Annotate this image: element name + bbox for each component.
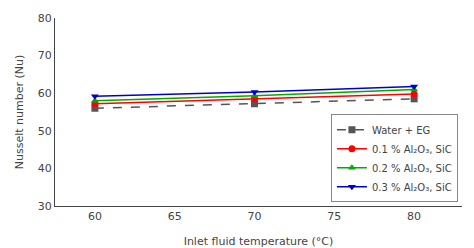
svg-text:70: 70 <box>248 210 262 223</box>
svg-text:Water + EG: Water + EG <box>372 125 430 136</box>
svg-text:40: 40 <box>38 162 52 175</box>
svg-text:Nusselt number (Nu): Nusselt number (Nu) <box>13 55 26 170</box>
svg-text:65: 65 <box>168 210 182 223</box>
svg-text:0.2 % Al₂O₃, SiC: 0.2 % Al₂O₃, SiC <box>372 163 452 174</box>
svg-text:75: 75 <box>327 210 341 223</box>
svg-text:70: 70 <box>38 49 52 62</box>
svg-text:0.3 % Al₂O₃, SiC: 0.3 % Al₂O₃, SiC <box>372 182 452 193</box>
svg-text:50: 50 <box>38 125 52 138</box>
svg-text:Inlet fluid temperature (°C): Inlet fluid temperature (°C) <box>184 235 334 248</box>
svg-text:60: 60 <box>38 87 52 100</box>
svg-text:0.1 % Al₂O₃, SiC: 0.1 % Al₂O₃, SiC <box>372 144 452 155</box>
svg-text:30: 30 <box>38 200 52 213</box>
svg-text:80: 80 <box>407 210 421 223</box>
svg-text:60: 60 <box>88 210 102 223</box>
svg-text:80: 80 <box>38 12 52 25</box>
